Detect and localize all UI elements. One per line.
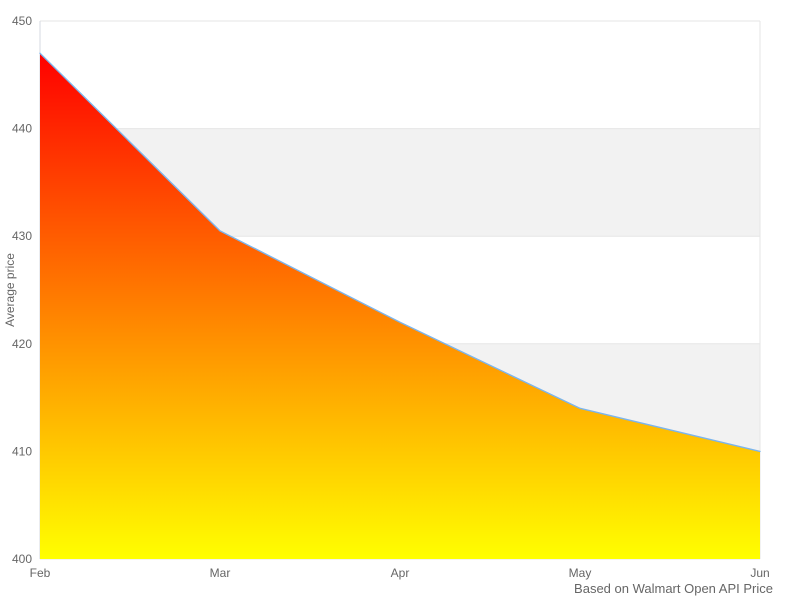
area-series bbox=[40, 53, 760, 559]
x-tick-label: Apr bbox=[391, 566, 410, 580]
y-tick-label: 430 bbox=[12, 229, 32, 243]
x-tick-label: Feb bbox=[30, 566, 51, 580]
y-tick-label: 400 bbox=[12, 552, 32, 566]
y-tick-label: 450 bbox=[12, 14, 32, 28]
y-axis-title: Average price bbox=[3, 253, 17, 327]
series-line bbox=[39, 52, 761, 453]
x-tick-label: May bbox=[569, 566, 592, 580]
y-tick-label: 440 bbox=[12, 122, 32, 136]
chart-credits: Based on Walmart Open API Price bbox=[574, 581, 773, 596]
y-tick-label: 420 bbox=[12, 337, 32, 351]
x-tick-label: Jun bbox=[750, 566, 769, 580]
x-tick-label: Mar bbox=[210, 566, 231, 580]
y-tick-label: 410 bbox=[12, 444, 32, 458]
